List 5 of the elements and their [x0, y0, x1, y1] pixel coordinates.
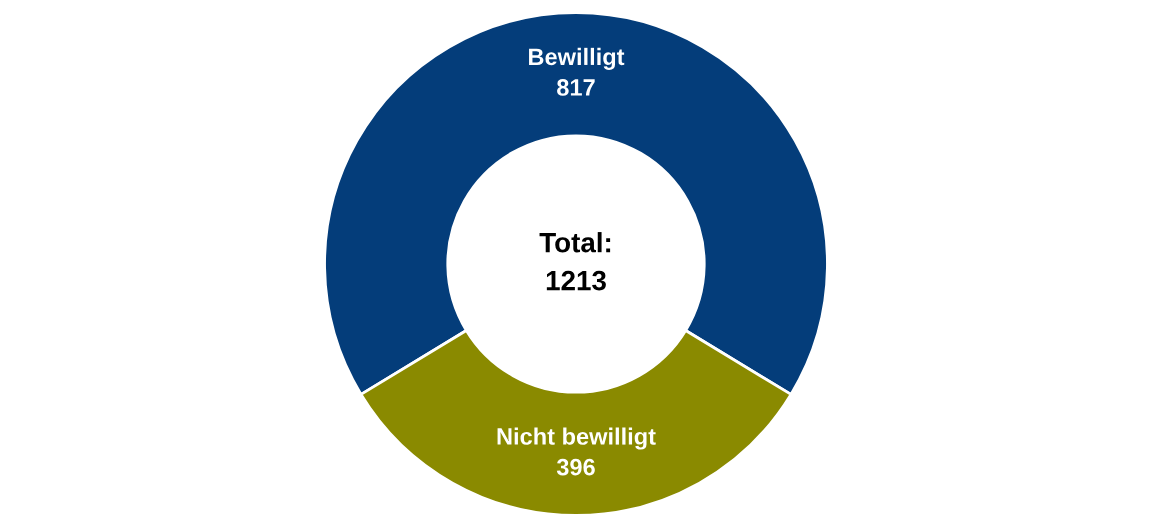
text: Total: 1213 [539, 232, 611, 291]
data-label: 396 [556, 458, 595, 476]
slice-label: Nicht bewilligt [497, 427, 656, 450]
data-label: 817 [557, 79, 595, 96]
slice-label: Bewilligt [529, 47, 625, 70]
